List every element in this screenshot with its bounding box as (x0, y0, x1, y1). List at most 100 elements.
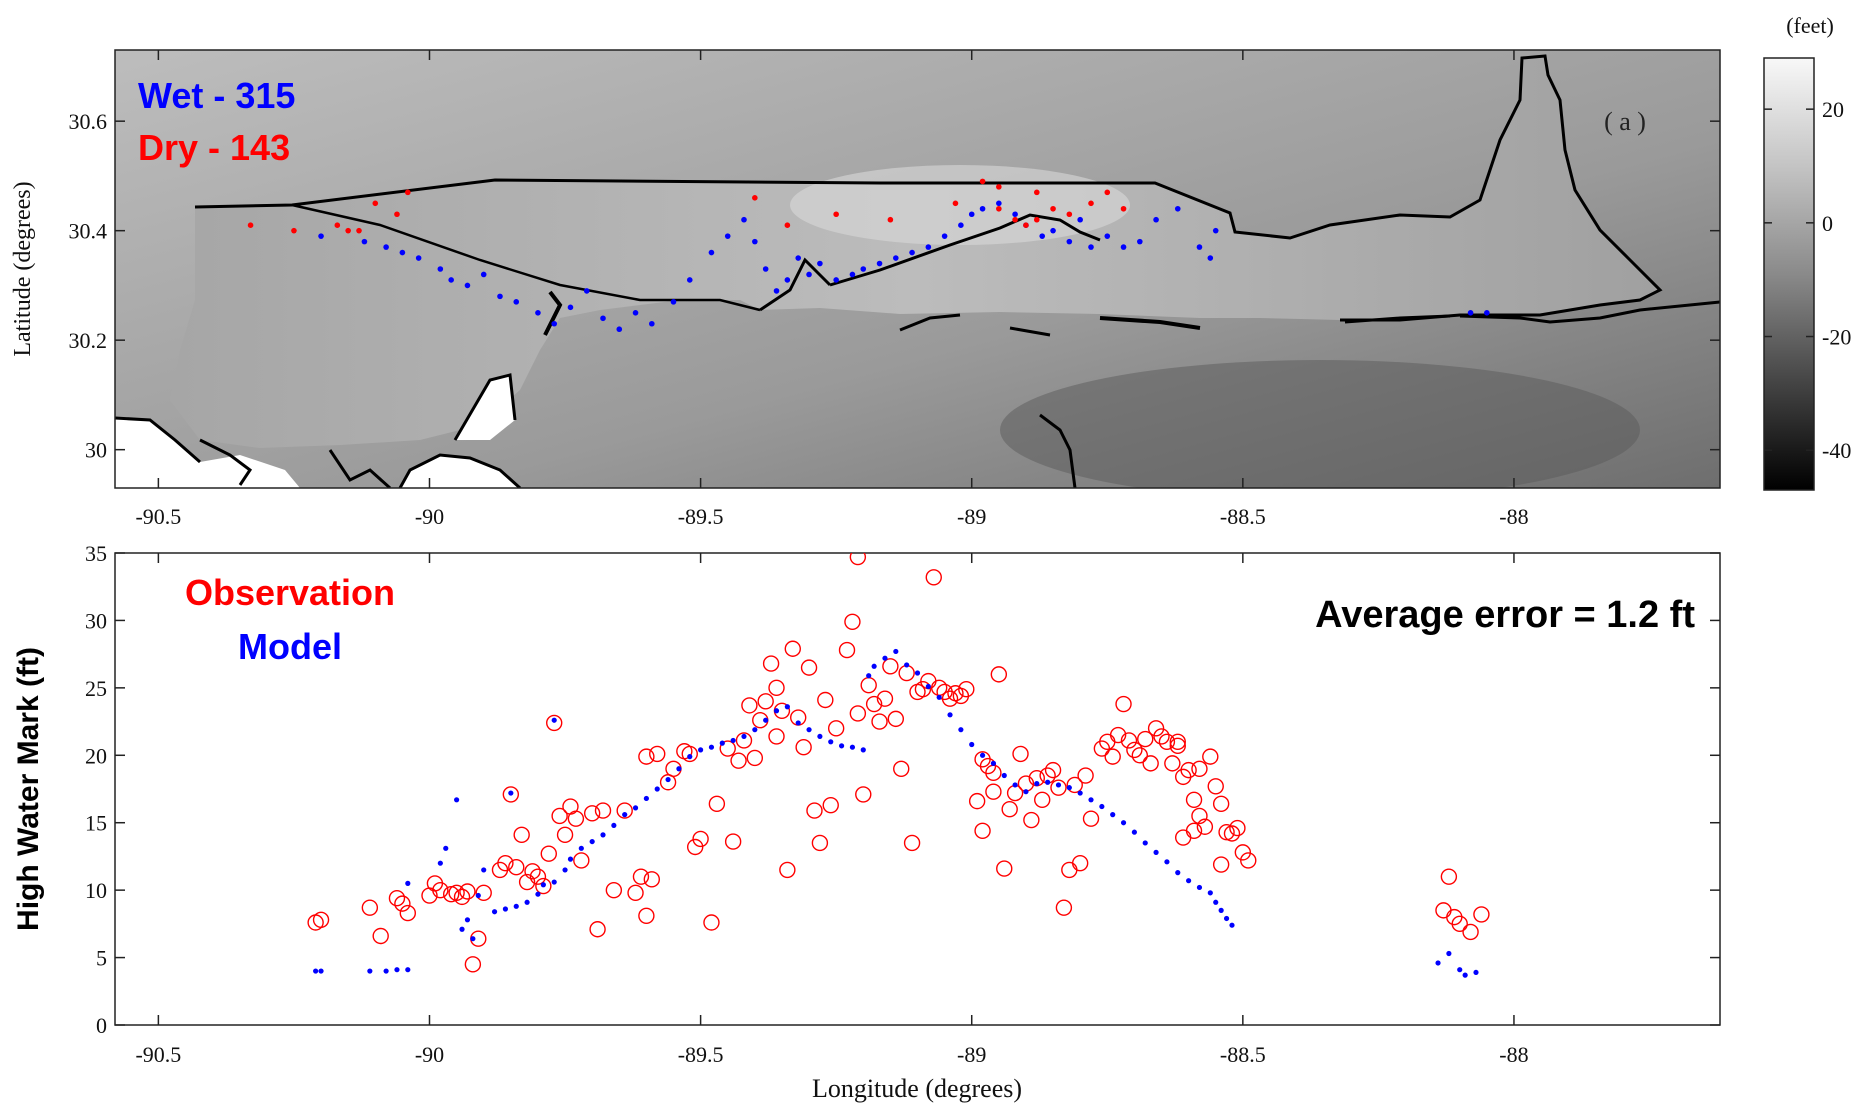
observation-point (1044, 761, 1062, 779)
observation-point (903, 834, 921, 852)
map-point (464, 282, 471, 289)
model-point (513, 903, 519, 909)
observation-point (616, 802, 633, 819)
map-point (752, 195, 758, 201)
observation-point (529, 868, 547, 885)
model-point (1223, 915, 1230, 922)
model-point (1012, 782, 1018, 788)
observation-point (1218, 823, 1235, 841)
bathymetry-map (115, 50, 1720, 488)
hwm-axis-ticks: -90.5 -90 -89.5 -89 -88.5 -88 0 5 10 15 20 25 30 35 (85, 541, 1720, 1067)
observation-point (806, 802, 823, 819)
observation-point (1191, 760, 1208, 777)
map-point (1050, 205, 1056, 212)
model-point (1066, 785, 1072, 791)
observation-point (1169, 737, 1186, 755)
map-point (958, 222, 964, 228)
observation-point (1473, 906, 1490, 923)
model-point (318, 968, 324, 974)
coastline (398, 453, 522, 488)
observation-point (724, 833, 742, 850)
observation-point (974, 822, 991, 840)
map-point (773, 288, 780, 294)
map-point (291, 227, 297, 234)
observation-point (681, 745, 698, 763)
map-point (448, 277, 454, 283)
hwm-x-tick-label: -90 (415, 1042, 444, 1067)
model-point (1218, 907, 1224, 913)
model-point (849, 744, 856, 750)
model-point (1457, 967, 1463, 973)
model-point (1023, 789, 1029, 795)
observation-point (958, 681, 975, 698)
deep-water-shading (1000, 360, 1640, 488)
hwm-x-tick-label: -89 (957, 1042, 986, 1067)
map-point (1012, 216, 1018, 223)
model-point (1175, 870, 1181, 876)
map-point (979, 178, 986, 185)
observation-point (432, 881, 449, 899)
model-point (817, 733, 823, 740)
observation-point (1196, 818, 1214, 835)
model-point (893, 648, 899, 655)
observation-point (1066, 776, 1083, 794)
model-point (464, 917, 471, 923)
model-point (611, 822, 617, 829)
barrier-island (1039, 413, 1077, 488)
map-point (334, 222, 341, 228)
observation-point (784, 640, 801, 657)
map-point (817, 260, 823, 267)
map-point (686, 277, 693, 283)
observation-point (1115, 695, 1132, 713)
observation-point (513, 826, 530, 844)
observation-point (1462, 923, 1479, 941)
map-y-axis-label: Latitude (degrees) (10, 181, 36, 356)
model-point (882, 655, 888, 661)
map-point (405, 189, 411, 196)
observation-point (914, 681, 932, 698)
high-ground-shading (790, 165, 1130, 245)
hwm-y-tick-label: 5 (96, 946, 107, 971)
model-point (1435, 960, 1441, 966)
observation-point (822, 796, 839, 814)
map-point (670, 299, 677, 305)
map-point (1050, 227, 1056, 234)
observation-point (1185, 791, 1203, 808)
map-point (741, 216, 747, 223)
observation-point (746, 749, 764, 767)
map-x-tick-label: -90.5 (135, 504, 181, 529)
observation-point (459, 883, 476, 900)
panel-label: ( a ) (1604, 107, 1646, 136)
hwm-y-tick-label: 20 (85, 743, 107, 768)
model-point (904, 662, 910, 668)
observation-point (1207, 778, 1224, 795)
model-point (632, 805, 639, 811)
model-point (551, 879, 557, 885)
model-point (643, 795, 649, 802)
coastline (1459, 300, 1720, 324)
observation-point (1212, 856, 1230, 873)
map-point (752, 238, 758, 245)
map-y-tick-label: 30.4 (69, 219, 108, 244)
coastline (453, 373, 517, 441)
model-point (698, 747, 704, 753)
map-point (567, 304, 574, 311)
observation-point (556, 826, 574, 844)
model-point (459, 926, 465, 932)
model-point (752, 727, 758, 733)
observation-point (1104, 748, 1121, 765)
hwm-x-tick-label: -88.5 (1220, 1042, 1266, 1067)
model-point (540, 882, 546, 888)
hwm-x-tick-label: -89.5 (678, 1042, 724, 1067)
map-point (399, 249, 406, 256)
colorbar-tick-label: 20 (1822, 97, 1844, 122)
map-x-tick-label: -88.5 (1220, 504, 1266, 529)
model-point (925, 683, 931, 690)
observation-point (1229, 819, 1246, 837)
map-point (345, 227, 351, 234)
model-point (551, 717, 557, 723)
map-point (437, 266, 444, 272)
observation-point (779, 861, 796, 879)
observation-point (361, 899, 379, 916)
map-point (833, 211, 839, 218)
